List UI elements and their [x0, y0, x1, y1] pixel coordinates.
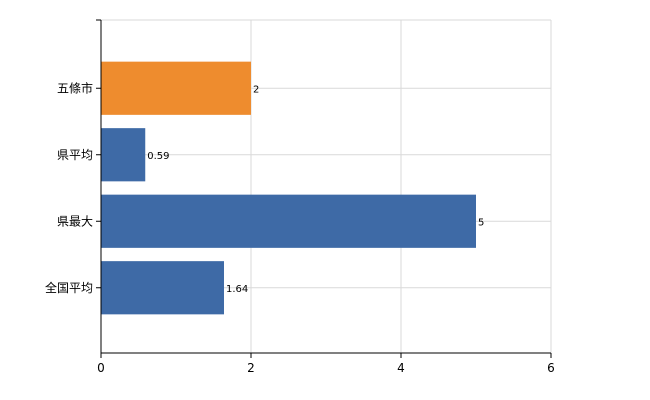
category-label: 全国平均 [45, 280, 93, 295]
x-tick-label: 0 [97, 361, 105, 375]
bars [101, 61, 476, 315]
x-tick-label: 6 [547, 361, 555, 375]
data-label: 2 [253, 84, 259, 95]
bar [101, 128, 146, 182]
axes [96, 19, 552, 358]
x-tick-label: 2 [247, 361, 255, 375]
category-label: 県平均 [57, 148, 93, 162]
category-label: 五條市 [57, 80, 93, 95]
labels: 2 五條市 0.59 県平均 5 県最大 1.64 全国平均 0 2 4 6 [45, 80, 555, 375]
category-label: 県最大 [57, 214, 93, 228]
data-label: 0.59 [147, 151, 169, 162]
data-label: 5 [478, 217, 484, 228]
bar [101, 261, 224, 315]
bar [101, 194, 476, 248]
data-label: 1.64 [226, 284, 248, 295]
x-tick-label: 4 [397, 361, 405, 375]
bar [101, 61, 251, 115]
